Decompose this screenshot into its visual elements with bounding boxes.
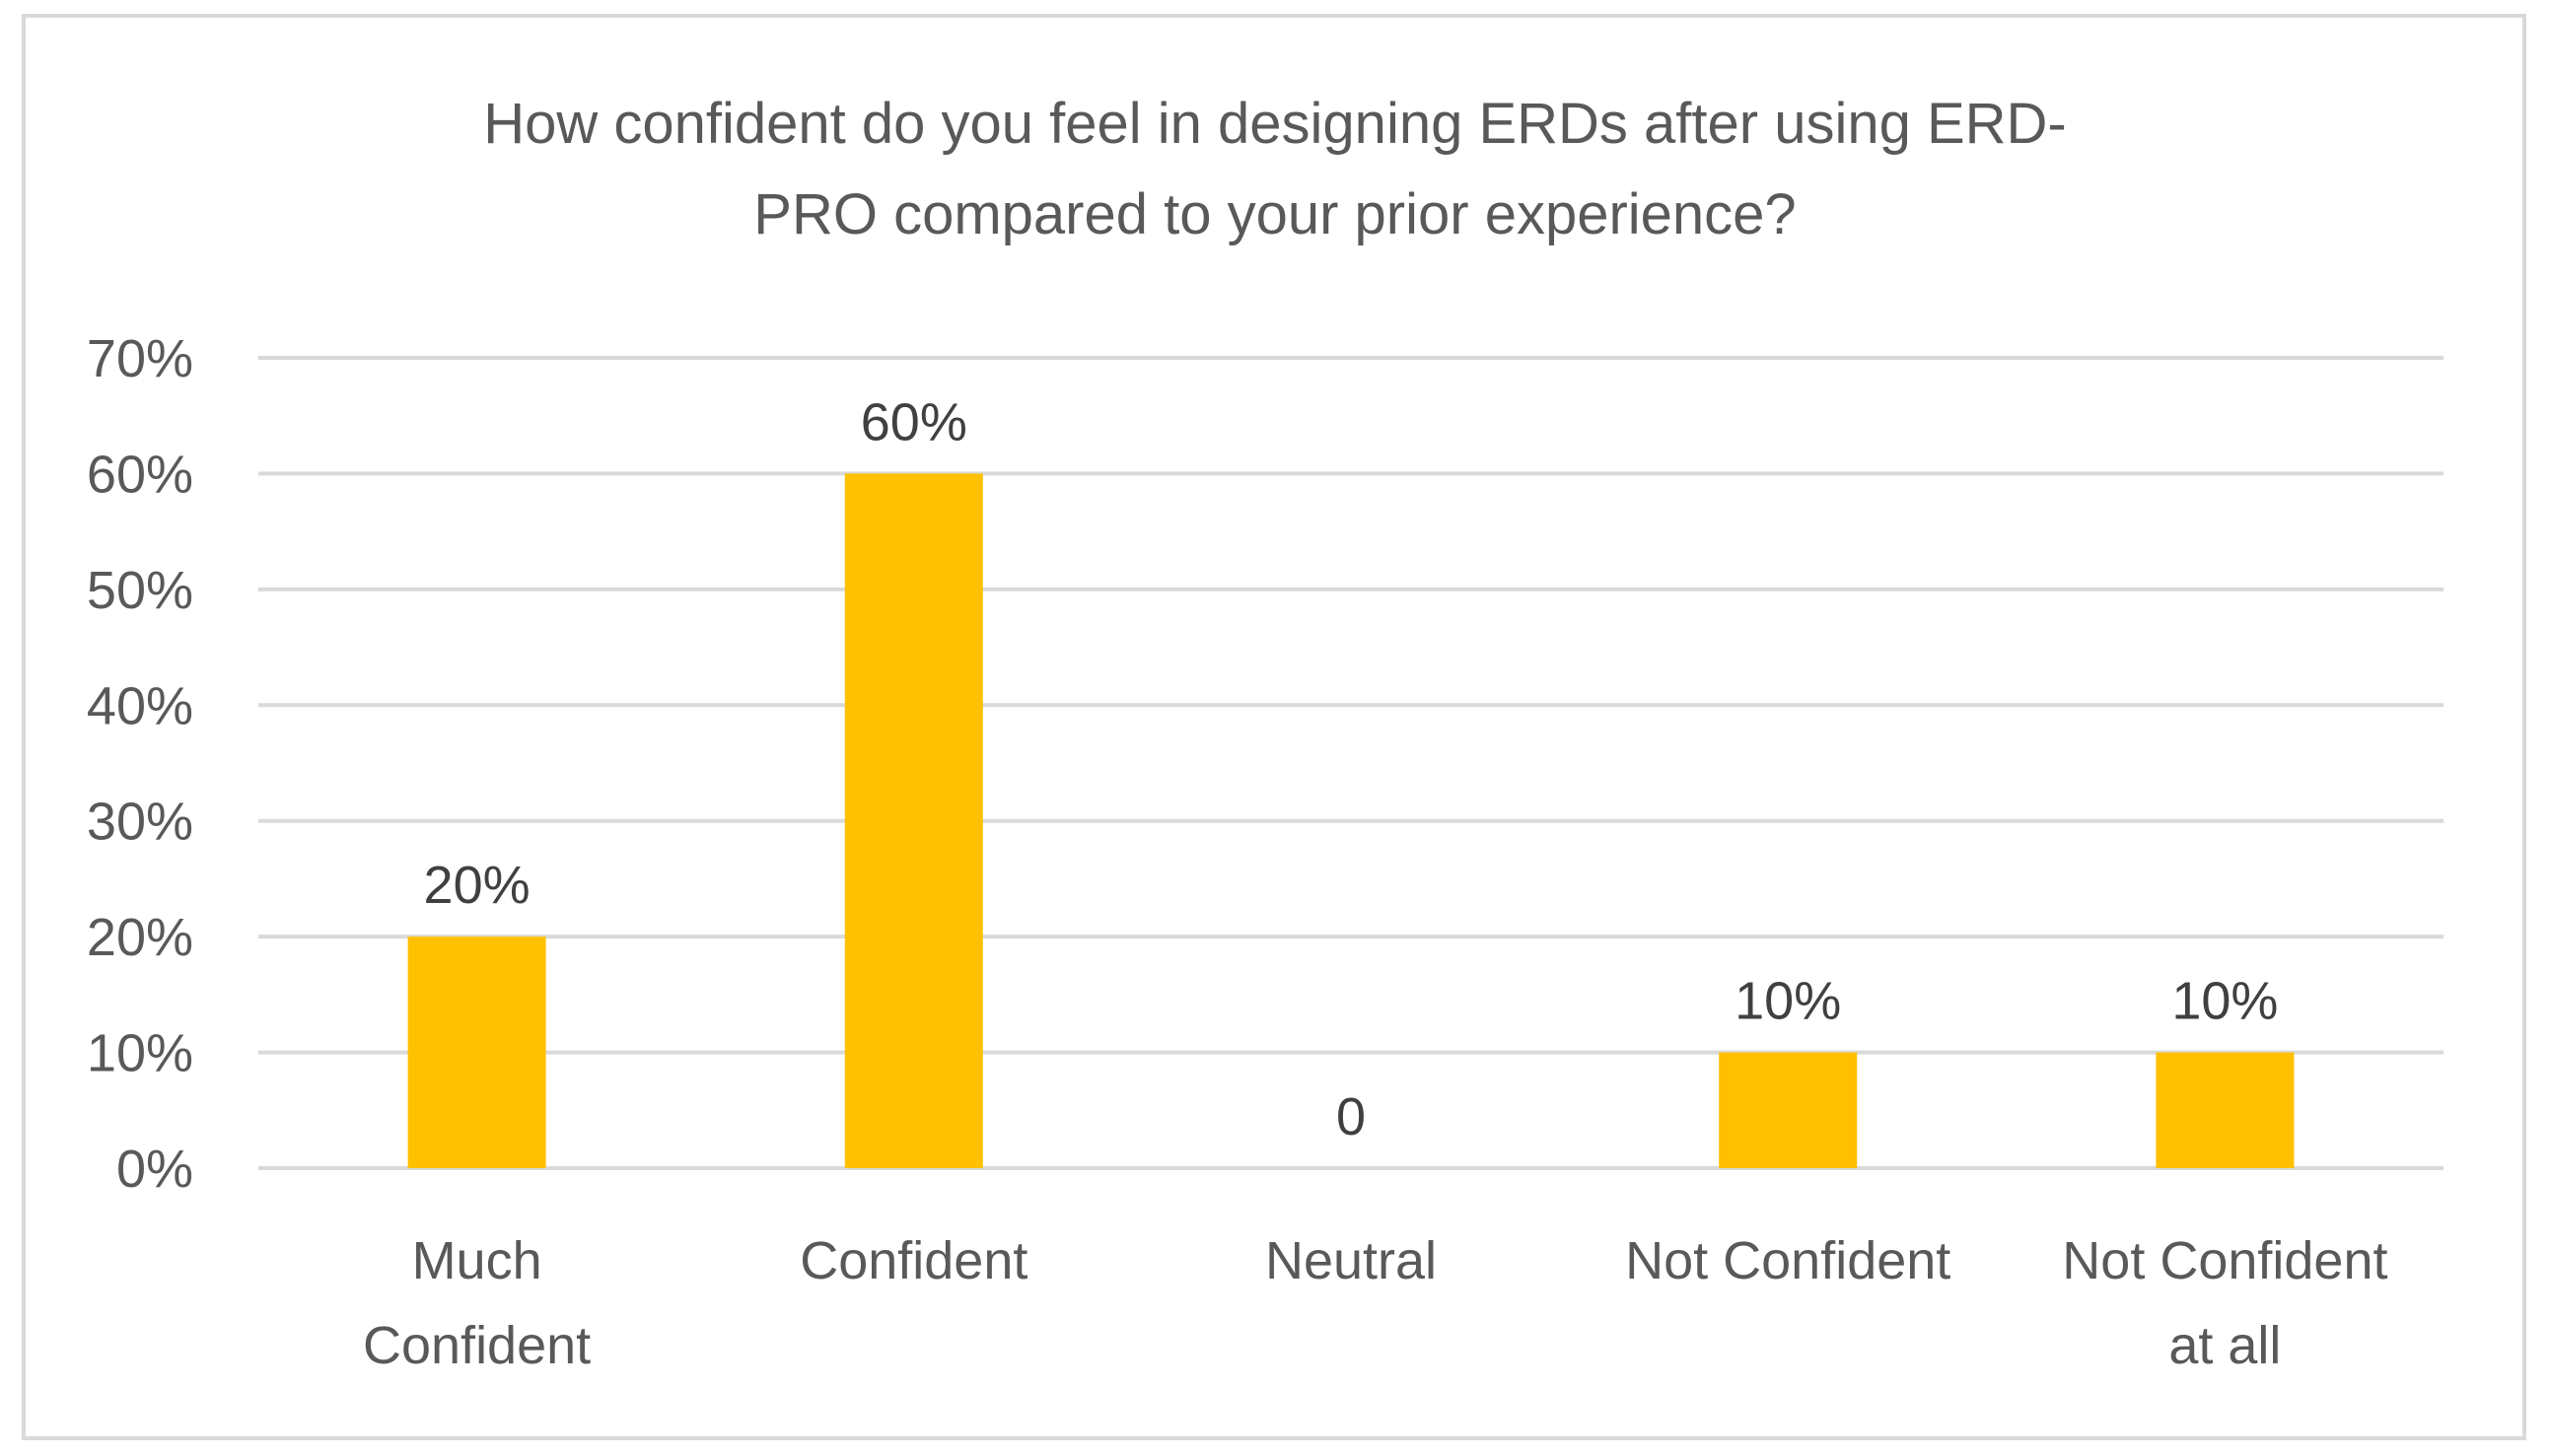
x-category-label: Not Confident [1625,1231,1950,1290]
y-tick-label: 40% [87,676,193,735]
y-axis-tick-labels: 0% 10% 20% 30% 40% 50% 60% 70% [87,329,193,1199]
x-category-label: Not Confident [2062,1231,2387,1290]
y-tick-label: 70% [87,329,193,388]
y-tick-label: 30% [87,793,193,852]
bar-much-confident [407,936,546,1168]
y-tick-label: 20% [87,908,193,967]
data-label: 0 [1336,1087,1366,1146]
data-label: 10% [1735,972,1841,1031]
chart-title-line-2: PRO compared to your prior experience? [753,182,1796,246]
x-category-label: Much [412,1231,542,1290]
bar-not-confident-at-all [2156,1052,2295,1168]
data-label: 20% [424,856,531,915]
chart-frame [22,14,2526,1440]
gridlines [258,356,2444,1170]
data-labels: 20% 60% 0 10% 10% [424,392,2279,1146]
bar-confident [844,473,983,1168]
bar-not-confident [1719,1052,1858,1168]
x-category-label: Confident [800,1231,1027,1290]
y-tick-label: 60% [87,445,193,504]
chart-title-line-1: How confident do you feel in designing E… [483,92,2067,156]
x-category-label: Confident [363,1316,591,1375]
x-axis-category-labels: Much Confident Confident Neutral Not Confide… [363,1231,2387,1375]
y-tick-label: 0% [116,1140,193,1199]
x-category-label: Neutral [1265,1231,1437,1290]
data-label: 10% [2171,972,2278,1031]
data-label: 60% [861,392,967,451]
y-tick-label: 10% [87,1024,193,1083]
x-category-label: at all [2168,1316,2281,1375]
chart-title: How confident do you feel in designing E… [483,92,2067,246]
y-tick-label: 50% [87,561,193,620]
bars [407,473,2295,1168]
